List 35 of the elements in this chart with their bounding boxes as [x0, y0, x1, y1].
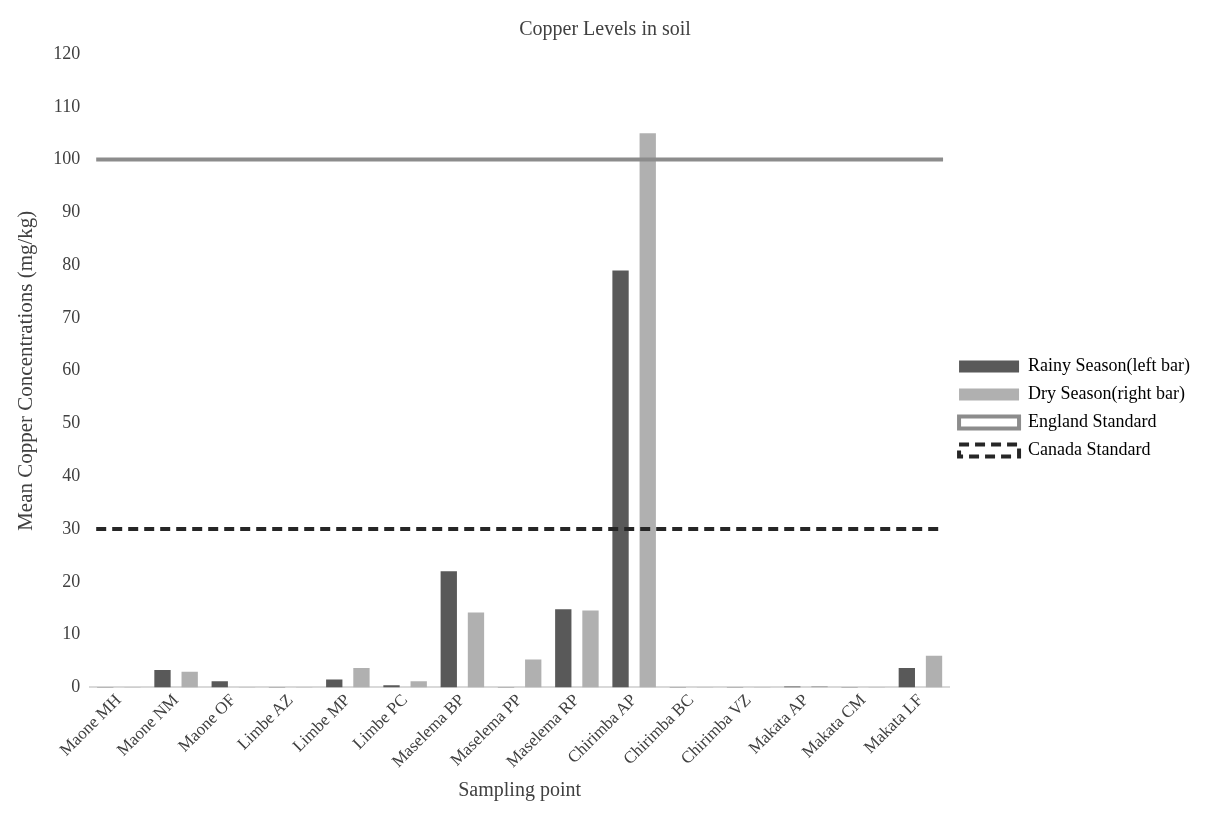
bar — [211, 681, 228, 688]
y-tick-label: 50 — [62, 412, 81, 433]
legend-label: Dry Season(right bar) — [1028, 383, 1186, 405]
y-tick-label: 60 — [62, 359, 81, 380]
bar — [525, 659, 542, 688]
bar — [154, 670, 171, 688]
bar — [467, 612, 485, 688]
y-tick-label: 120 — [53, 42, 81, 63]
bar — [353, 667, 370, 688]
bar — [639, 133, 656, 688]
bar — [181, 671, 198, 688]
bar — [582, 610, 599, 688]
legend-label: Canada Standard — [1028, 439, 1151, 460]
y-axis-title: Mean Copper Concentrations (mg/kg) — [13, 210, 38, 531]
legend-label: England Standard — [1028, 411, 1157, 432]
y-tick-label: 10 — [62, 623, 81, 644]
bar — [410, 681, 427, 688]
x-axis-title: Sampling point — [458, 778, 582, 802]
y-tick-label: 100 — [53, 148, 81, 169]
y-tick-label: 70 — [62, 306, 81, 327]
bar — [555, 609, 572, 688]
legend-label: Rainy Season(left bar) — [1028, 355, 1191, 377]
bar — [612, 270, 629, 688]
y-tick-label: 20 — [62, 570, 81, 591]
bar — [925, 655, 943, 688]
bar — [440, 571, 457, 688]
bar — [898, 667, 915, 688]
chart-title: Copper Levels in soil — [519, 17, 692, 41]
bar — [383, 685, 400, 688]
y-tick-label: 40 — [62, 465, 81, 486]
y-tick-label: 30 — [62, 517, 81, 538]
y-tick-label: 80 — [62, 253, 81, 274]
y-tick-label: 90 — [62, 201, 81, 222]
y-tick-label: 0 — [71, 676, 81, 697]
y-tick-label: 110 — [53, 95, 81, 116]
